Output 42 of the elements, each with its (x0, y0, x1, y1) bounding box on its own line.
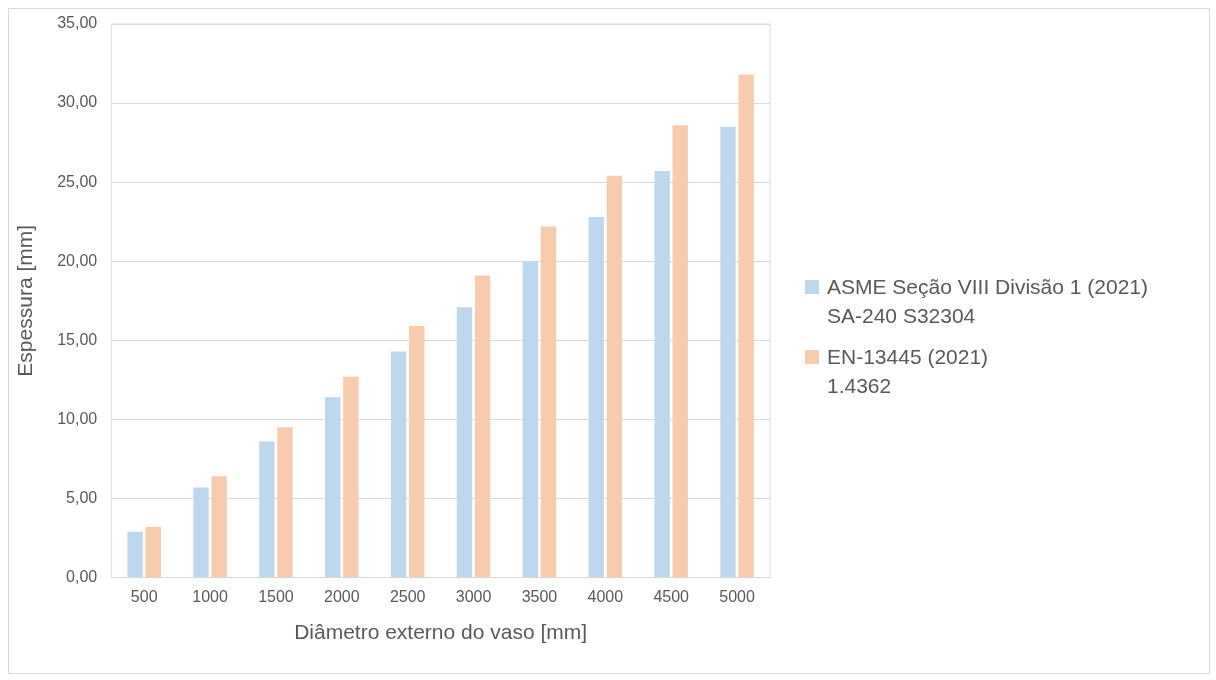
y-tick-label: 30,00 (57, 93, 98, 111)
y-axis-title: Espessura [mm] (13, 224, 37, 377)
x-tick-label: 500 (130, 587, 158, 605)
bar (606, 175, 623, 578)
x-tick-label: 3500 (521, 587, 558, 605)
bar (127, 531, 143, 578)
x-tick-label: 3000 (455, 587, 492, 605)
x-tick-label: 5000 (719, 587, 755, 605)
x-tick-label: 4000 (587, 587, 624, 605)
bar (738, 74, 754, 578)
bar (522, 261, 539, 578)
bar (654, 171, 670, 578)
bar (456, 307, 473, 578)
bar (211, 476, 227, 578)
y-tick-label: 15,00 (57, 330, 98, 348)
y-tick-label: 5,00 (66, 488, 98, 506)
y-tick-label: 25,00 (57, 172, 98, 190)
bar (672, 125, 688, 578)
x-tick-label: 1000 (192, 587, 228, 605)
bar (390, 351, 407, 578)
y-tick-label: 10,00 (57, 409, 98, 427)
bar (325, 397, 341, 578)
y-tick-label: 35,00 (57, 14, 98, 32)
bar (193, 487, 209, 578)
bar (474, 275, 491, 578)
bar (409, 326, 425, 578)
y-tick-label: 20,00 (57, 251, 98, 269)
bar (588, 216, 604, 578)
y-tick-label: 0,00 (66, 568, 98, 586)
bar (145, 526, 161, 578)
bar (259, 441, 275, 578)
legend-label: ASME Seção VIII Divisão 1 (2021) SA-240 S32304 (827, 274, 1148, 329)
x-tick-label: 1500 (258, 587, 294, 605)
x-tick-label: 4500 (653, 587, 690, 605)
x-tick-label: 2000 (324, 587, 360, 605)
x-axis-title: Diâmetro externo do vaso [mm] (294, 620, 588, 644)
bar (720, 126, 736, 578)
x-tick-label: 2500 (389, 587, 426, 605)
bar (540, 226, 557, 578)
bar (277, 427, 293, 578)
bar (343, 376, 359, 578)
legend-label: EN-13445 (2021) 1.4362 (827, 344, 989, 399)
